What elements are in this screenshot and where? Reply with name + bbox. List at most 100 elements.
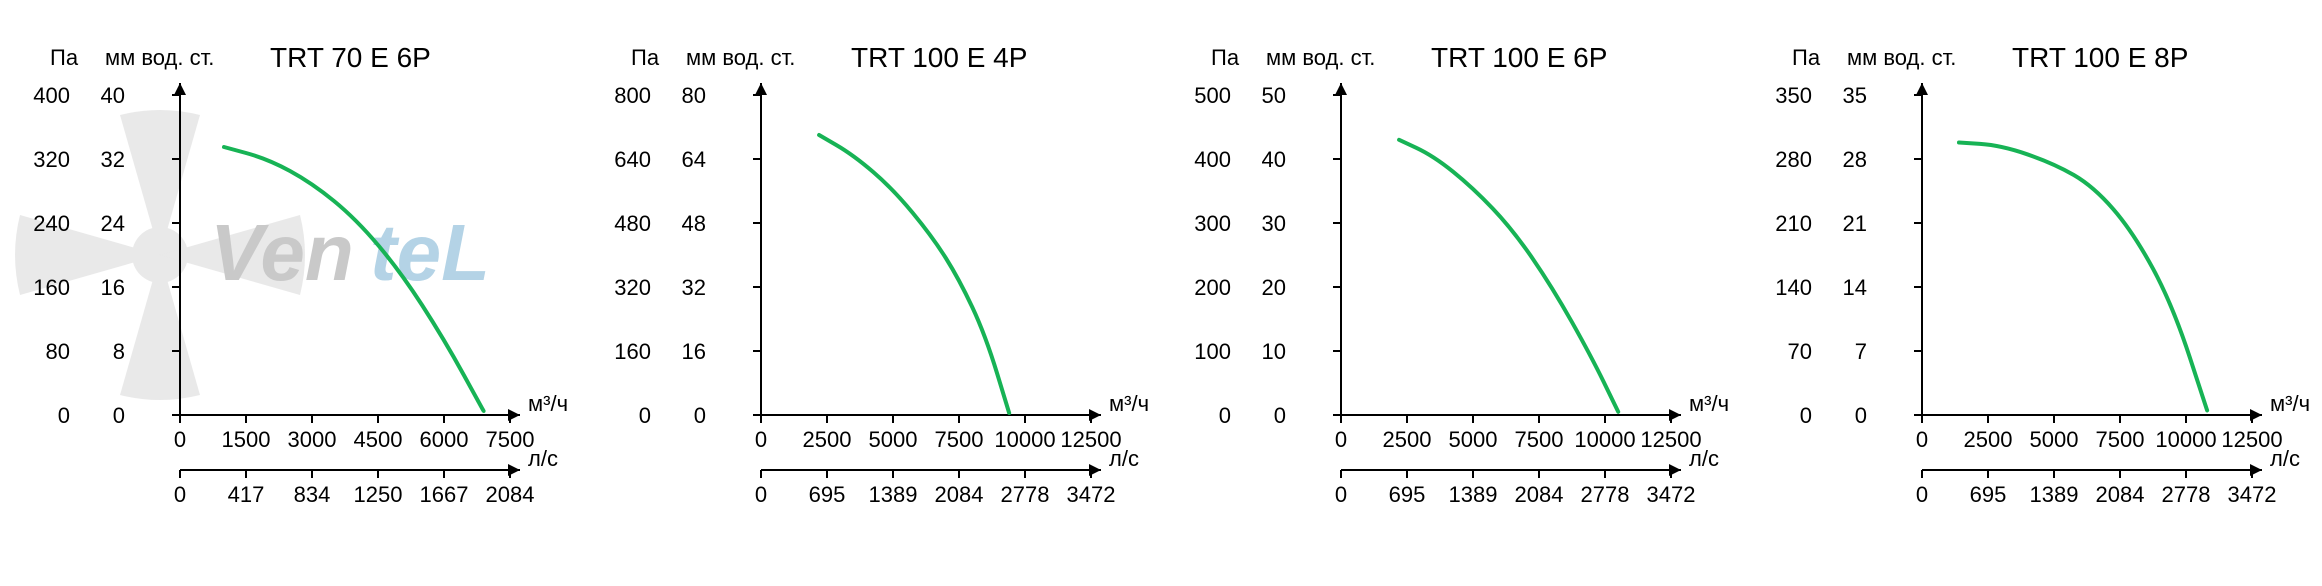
x1-tick-label: 7500 [934,427,983,452]
x2-tick-label: 1389 [2029,482,2078,507]
y1-tick-label: 160 [34,275,71,300]
chart-title: TRT 100 E 6P [1431,42,1607,73]
x2-tick-label: 0 [1916,482,1928,507]
y2-tick-label: 0 [113,403,125,428]
x2-axis-label: л/с [528,446,558,471]
y1-tick-label: 210 [1775,211,1812,236]
x1-tick-label: 2500 [802,427,851,452]
y1-tick-label: 0 [1800,403,1812,428]
x1-tick-label: 7500 [2095,427,2144,452]
x1-axis-label: м³/ч [1109,391,1149,416]
x1-tick-label: 7500 [1515,427,1564,452]
y1-tick-label: 100 [1195,339,1232,364]
svg-text:Ven: Ven [210,208,354,297]
chart-panel-chart3: 0010010200203003040040500500250050007500… [1171,0,1731,570]
x2-tick-label: 0 [174,482,186,507]
y2-tick-label: 10 [1262,339,1286,364]
y2-tick-label: 40 [1262,147,1286,172]
x1-tick-label: 10000 [2155,427,2216,452]
y2-axis-label: мм вод. ст. [1266,45,1375,70]
y1-tick-label: 500 [1195,83,1232,108]
x2-tick-label: 834 [294,482,331,507]
chart-svg: Ven teL 00808160162402432032400400150030… [10,0,590,560]
x2-tick-label: 1667 [420,482,469,507]
y1-tick-label: 400 [34,83,71,108]
y1-tick-label: 200 [1195,275,1232,300]
y1-tick-label: 0 [639,403,651,428]
x1-tick-label: 2500 [1383,427,1432,452]
performance-curve [1959,143,2207,411]
x2-tick-label: 695 [1389,482,1426,507]
x2-tick-label: 1389 [1449,482,1498,507]
chart-title: TRT 100 E 4P [851,42,1027,73]
y1-tick-label: 0 [58,403,70,428]
y2-tick-label: 0 [694,403,706,428]
y1-axis-label: Па [1792,45,1821,70]
y-axis-arrow [1335,83,1347,95]
y2-tick-label: 80 [681,83,705,108]
x2-tick-label: 3472 [1647,482,1696,507]
y2-tick-label: 16 [681,339,705,364]
x1-tick-label: 10000 [1575,427,1636,452]
chart-title: TRT 70 E 6P [270,42,431,73]
y2-axis-label: мм вод. ст. [686,45,795,70]
y2-tick-label: 20 [1262,275,1286,300]
x2-tick-label: 2778 [1581,482,1630,507]
x1-tick-label: 5000 [2029,427,2078,452]
y1-tick-label: 300 [1195,211,1232,236]
x2-tick-label: 2778 [1000,482,1049,507]
chart-panel-chart2: 0016016320324804864064800800250050007500… [591,0,1151,570]
x2-tick-label: 2084 [486,482,535,507]
y2-axis-label: мм вод. ст. [1847,45,1956,70]
x-axis-arrow [1089,409,1101,421]
y1-tick-label: 280 [1775,147,1812,172]
chart-panel-chart1: Ven teL 00808160162402432032400400150030… [10,0,570,570]
y1-tick-label: 320 [34,147,71,172]
y1-tick-label: 80 [46,339,70,364]
x1-tick-label: 2500 [1963,427,2012,452]
x2-tick-label: 695 [1969,482,2006,507]
x1-tick-label: 5000 [868,427,917,452]
x1-tick-label: 0 [755,427,767,452]
x2-tick-label: 3472 [1066,482,1115,507]
x1-axis-label: м³/ч [528,391,568,416]
x2-tick-label: 2084 [934,482,983,507]
y1-axis-label: Па [1211,45,1240,70]
chart-svg: 0010010200203003040040500500250050007500… [1171,0,1751,560]
chart-panel-chart4: 0070714014210212802835035025005000750010… [1752,0,2312,570]
y2-tick-label: 30 [1262,211,1286,236]
y2-tick-label: 24 [101,211,125,236]
y1-axis-label: Па [50,45,79,70]
x1-tick-label: 1500 [222,427,271,452]
x2-tick-label: 1389 [868,482,917,507]
y2-tick-label: 64 [681,147,705,172]
y2-tick-label: 14 [1842,275,1866,300]
y2-axis-label: мм вод. ст. [105,45,214,70]
x1-tick-label: 10000 [994,427,1055,452]
y2-tick-label: 16 [101,275,125,300]
y2-tick-label: 40 [101,83,125,108]
x2-axis-label: л/с [1689,446,1719,471]
y2-tick-label: 48 [681,211,705,236]
y2-tick-label: 35 [1842,83,1866,108]
performance-curve [1399,140,1618,412]
x1-axis-label: м³/ч [2270,391,2310,416]
x1-tick-label: 6000 [420,427,469,452]
y2-tick-label: 8 [113,339,125,364]
x1-tick-label: 0 [1335,427,1347,452]
performance-curve [819,135,1009,413]
x2-tick-label: 3472 [2227,482,2276,507]
x2-tick-label: 1250 [354,482,403,507]
y-axis-arrow [1916,83,1928,95]
y1-tick-label: 140 [1775,275,1812,300]
x2-tick-label: 417 [228,482,265,507]
chart-svg: 0016016320324804864064800800250050007500… [591,0,1171,560]
y2-tick-label: 28 [1842,147,1866,172]
x2-tick-label: 2778 [2161,482,2210,507]
y-axis-arrow [174,83,186,95]
y1-tick-label: 240 [34,211,71,236]
y2-tick-label: 7 [1855,339,1867,364]
x1-tick-label: 4500 [354,427,403,452]
y1-tick-label: 480 [614,211,651,236]
x2-tick-label: 2084 [1515,482,1564,507]
